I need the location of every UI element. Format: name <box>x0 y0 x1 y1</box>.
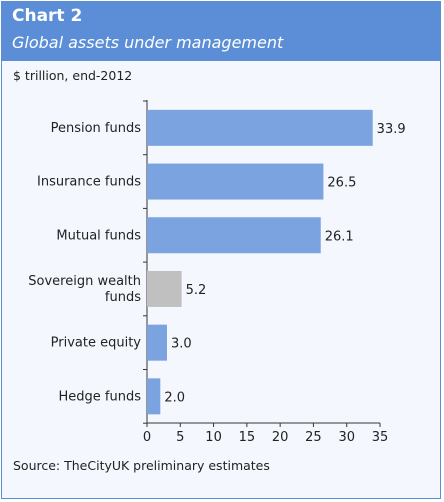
bar <box>147 324 167 361</box>
category-label: Sovereign wealth <box>28 274 141 289</box>
value-label: 5.2 <box>186 283 207 298</box>
chart-header: Chart 2 Global assets under management <box>2 2 440 61</box>
units-note: $ trillion, end-2012 <box>13 68 133 83</box>
value-label: 2.0 <box>164 390 185 405</box>
category-label: funds <box>105 290 141 305</box>
bar <box>147 217 321 254</box>
value-label: 3.0 <box>171 337 192 352</box>
category-label: Hedge funds <box>59 389 142 404</box>
x-tick-label: 10 <box>205 430 222 445</box>
x-tick-label: 25 <box>305 430 322 445</box>
category-label: Private equity <box>51 336 142 351</box>
x-tick-label: 35 <box>372 430 389 445</box>
bar <box>147 163 324 200</box>
category-label: Mutual funds <box>56 228 141 243</box>
x-tick-label: 15 <box>239 430 256 445</box>
source-note: Source: TheCityUK preliminary estimates <box>13 458 270 473</box>
x-tick-label: 20 <box>272 430 289 445</box>
value-label: 26.1 <box>325 229 354 244</box>
bar <box>147 270 182 307</box>
value-label: 26.5 <box>327 176 356 191</box>
x-tick-label: 0 <box>143 430 151 445</box>
chart-subtitle: Global assets under management <box>12 33 284 52</box>
bar <box>147 378 161 415</box>
x-tick-label: 5 <box>176 430 184 445</box>
bar <box>147 109 373 146</box>
value-label: 33.9 <box>377 122 406 137</box>
x-tick-label: 30 <box>338 430 355 445</box>
chart-title: Chart 2 <box>12 6 83 26</box>
category-label: Insurance funds <box>37 175 141 190</box>
category-label: Pension funds <box>51 121 142 136</box>
